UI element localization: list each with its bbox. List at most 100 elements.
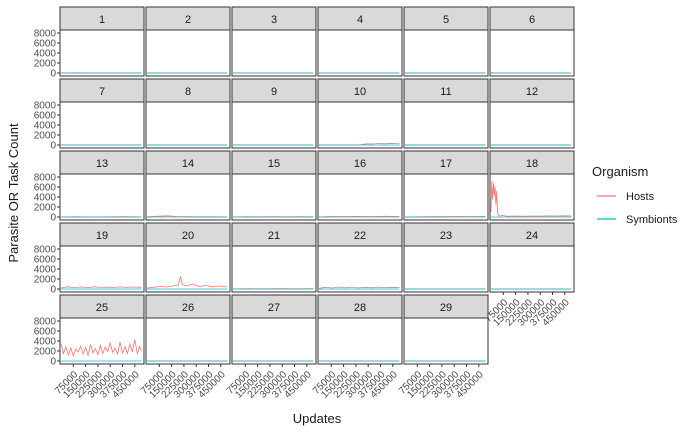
panel-plot-area	[317, 173, 403, 221]
facet-panel-3: 3	[231, 6, 317, 77]
facet-panel-12: 12	[489, 78, 575, 149]
facet-strip-label: 12	[526, 86, 538, 98]
facet-strip-label: 11	[440, 86, 451, 98]
facet-strip-label: 19	[96, 230, 108, 242]
panel-plot-area	[317, 101, 403, 149]
facet-panel-21: 21	[231, 222, 317, 293]
facet-strip-label: 24	[526, 230, 538, 242]
facet-strip-label: 6	[529, 14, 535, 26]
facet-strip-label: 9	[271, 86, 277, 98]
legend-label: Symbionts	[626, 214, 678, 226]
panel-plot-area	[403, 245, 489, 293]
panel-plot-area	[489, 29, 575, 77]
facet-strip-label: 27	[268, 302, 280, 314]
y-tick-label: 4000	[34, 193, 57, 204]
facet-strip-label: 25	[96, 302, 108, 314]
facet-panel-17: 17	[403, 150, 489, 221]
y-tick-label: 4000	[34, 337, 57, 348]
panel-plot-area	[403, 101, 489, 149]
facet-panel-6: 6	[489, 6, 575, 77]
y-tick-label: 6000	[34, 39, 57, 50]
facet-strip-label: 10	[354, 86, 366, 98]
facet-panel-9: 9	[231, 78, 317, 149]
y-tick-label: 8000	[34, 317, 57, 328]
y-axis-title: Parasite OR Task Count	[6, 123, 21, 263]
y-tick-label: 8000	[34, 101, 57, 112]
panel-plot-area	[403, 317, 489, 365]
facet-panel-11: 11	[403, 78, 489, 149]
facet-panel-5: 5	[403, 6, 489, 77]
facet-strip-label: 23	[440, 230, 452, 242]
panel-plot-area	[59, 173, 145, 221]
facet-strip-label: 4	[357, 14, 363, 26]
panel-plot-area	[403, 29, 489, 77]
facet-strip-label: 28	[354, 302, 366, 314]
facet-strip-label: 17	[440, 158, 452, 170]
panel-plot-area	[231, 29, 317, 77]
y-tick-label: 0	[50, 69, 56, 80]
panel-plot-area	[231, 317, 317, 365]
panel-plot-area	[317, 29, 403, 77]
panel-plot-area	[145, 101, 231, 149]
panel-plot-area	[403, 173, 489, 221]
y-tick-label: 6000	[34, 183, 57, 194]
legend-entry-hosts: Hosts	[597, 191, 655, 203]
facet-strip-label: 21	[268, 230, 280, 242]
hosts-line	[146, 276, 228, 289]
legend-title: Organism	[592, 164, 648, 179]
panel-plot-area	[145, 317, 231, 365]
y-tick-label: 0	[50, 285, 56, 296]
facet-panel-16: 16	[317, 150, 403, 221]
y-tick-label: 8000	[34, 29, 57, 40]
facet-strip-label: 29	[440, 302, 452, 314]
facet-panel-22: 22	[317, 222, 403, 293]
hosts-line	[60, 339, 142, 358]
facet-strip-label: 16	[354, 158, 366, 170]
facet-strip-label: 8	[185, 86, 191, 98]
facet-panel-14: 14	[145, 150, 231, 221]
facet-strip-label: 13	[96, 158, 108, 170]
y-tick-label: 2000	[34, 131, 57, 142]
panel-plot-area	[489, 173, 575, 221]
y-tick-label: 6000	[34, 255, 57, 266]
facet-panel-4: 4	[317, 6, 403, 77]
facet-strip-label: 7	[99, 86, 105, 98]
panel-plot-area	[317, 317, 403, 365]
panel-plot-area	[231, 173, 317, 221]
facet-strip-label: 3	[271, 14, 277, 26]
facet-panel-15: 15	[231, 150, 317, 221]
facet-strip-label: 26	[182, 302, 194, 314]
panel-plot-area	[145, 245, 231, 293]
y-tick-label: 2000	[34, 203, 57, 214]
facet-panel-10: 10	[317, 78, 403, 149]
panel-plot-area	[59, 317, 145, 365]
facet-panel-8: 8	[145, 78, 231, 149]
panel-plot-area	[489, 245, 575, 293]
panel-plot-area	[489, 101, 575, 149]
y-tick-label: 6000	[34, 111, 57, 122]
legend-label: Hosts	[626, 191, 655, 203]
panel-plot-area	[231, 245, 317, 293]
y-tick-label: 0	[50, 141, 56, 152]
panel-plot-area	[59, 101, 145, 149]
facet-strip-label: 5	[443, 14, 449, 26]
y-tick-label: 6000	[34, 327, 57, 338]
legend: Organism Hosts Symbionts	[592, 164, 678, 226]
facet-panel-18: 18	[489, 150, 575, 221]
y-tick-label: 4000	[34, 121, 57, 132]
panel-plot-area	[317, 245, 403, 293]
hosts-line	[60, 286, 142, 289]
facet-panel-20: 20	[145, 222, 231, 293]
panel-plot-area	[59, 245, 145, 293]
hosts-line	[490, 180, 572, 217]
y-tick-label: 8000	[34, 173, 57, 184]
y-tick-label: 2000	[34, 59, 57, 70]
